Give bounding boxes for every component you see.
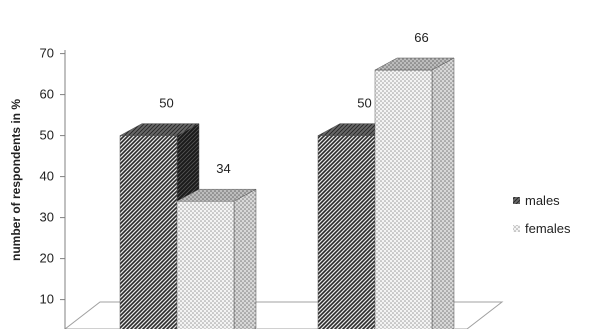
bar-side-face: [233, 188, 257, 334]
y-tick-label: 50: [40, 128, 54, 143]
legend: males females: [513, 193, 571, 236]
y-tick-label: 20: [40, 251, 54, 266]
data-labels-group: 50 34 50 66: [159, 30, 428, 176]
data-label-males-1: 50: [159, 96, 173, 111]
bar-top-face: [119, 123, 200, 136]
bar-front-face: [374, 69, 433, 334]
bar-top-face: [374, 57, 455, 71]
y-tick-label: 30: [40, 210, 54, 225]
legend-label-females: females: [525, 221, 571, 236]
bar-side-face: [431, 57, 455, 334]
bar-females-2: [374, 57, 455, 334]
legend-swatch-males: [513, 197, 520, 204]
data-label-males-2: 50: [357, 96, 371, 111]
bar-front-face: [119, 135, 178, 334]
legend-swatch-females: [513, 225, 520, 232]
bars-group: [119, 57, 455, 334]
y-tick-label: 60: [40, 87, 54, 102]
y-axis-ticks: 10 20 30 40 50 60 70: [40, 46, 65, 307]
bar-front-face: [176, 200, 235, 334]
y-axis-label: number of respondents in %: [9, 99, 23, 261]
data-label-females-1: 34: [216, 161, 230, 176]
legend-label-males: males: [525, 193, 560, 208]
bar-females-1: [176, 188, 257, 334]
data-label-females-2: 66: [414, 30, 428, 45]
bar-front-face: [317, 135, 376, 334]
bar-top-face: [176, 188, 257, 202]
y-tick-label: 40: [40, 169, 54, 184]
y-tick-label: 10: [40, 292, 54, 307]
y-tick-label: 70: [40, 46, 54, 61]
